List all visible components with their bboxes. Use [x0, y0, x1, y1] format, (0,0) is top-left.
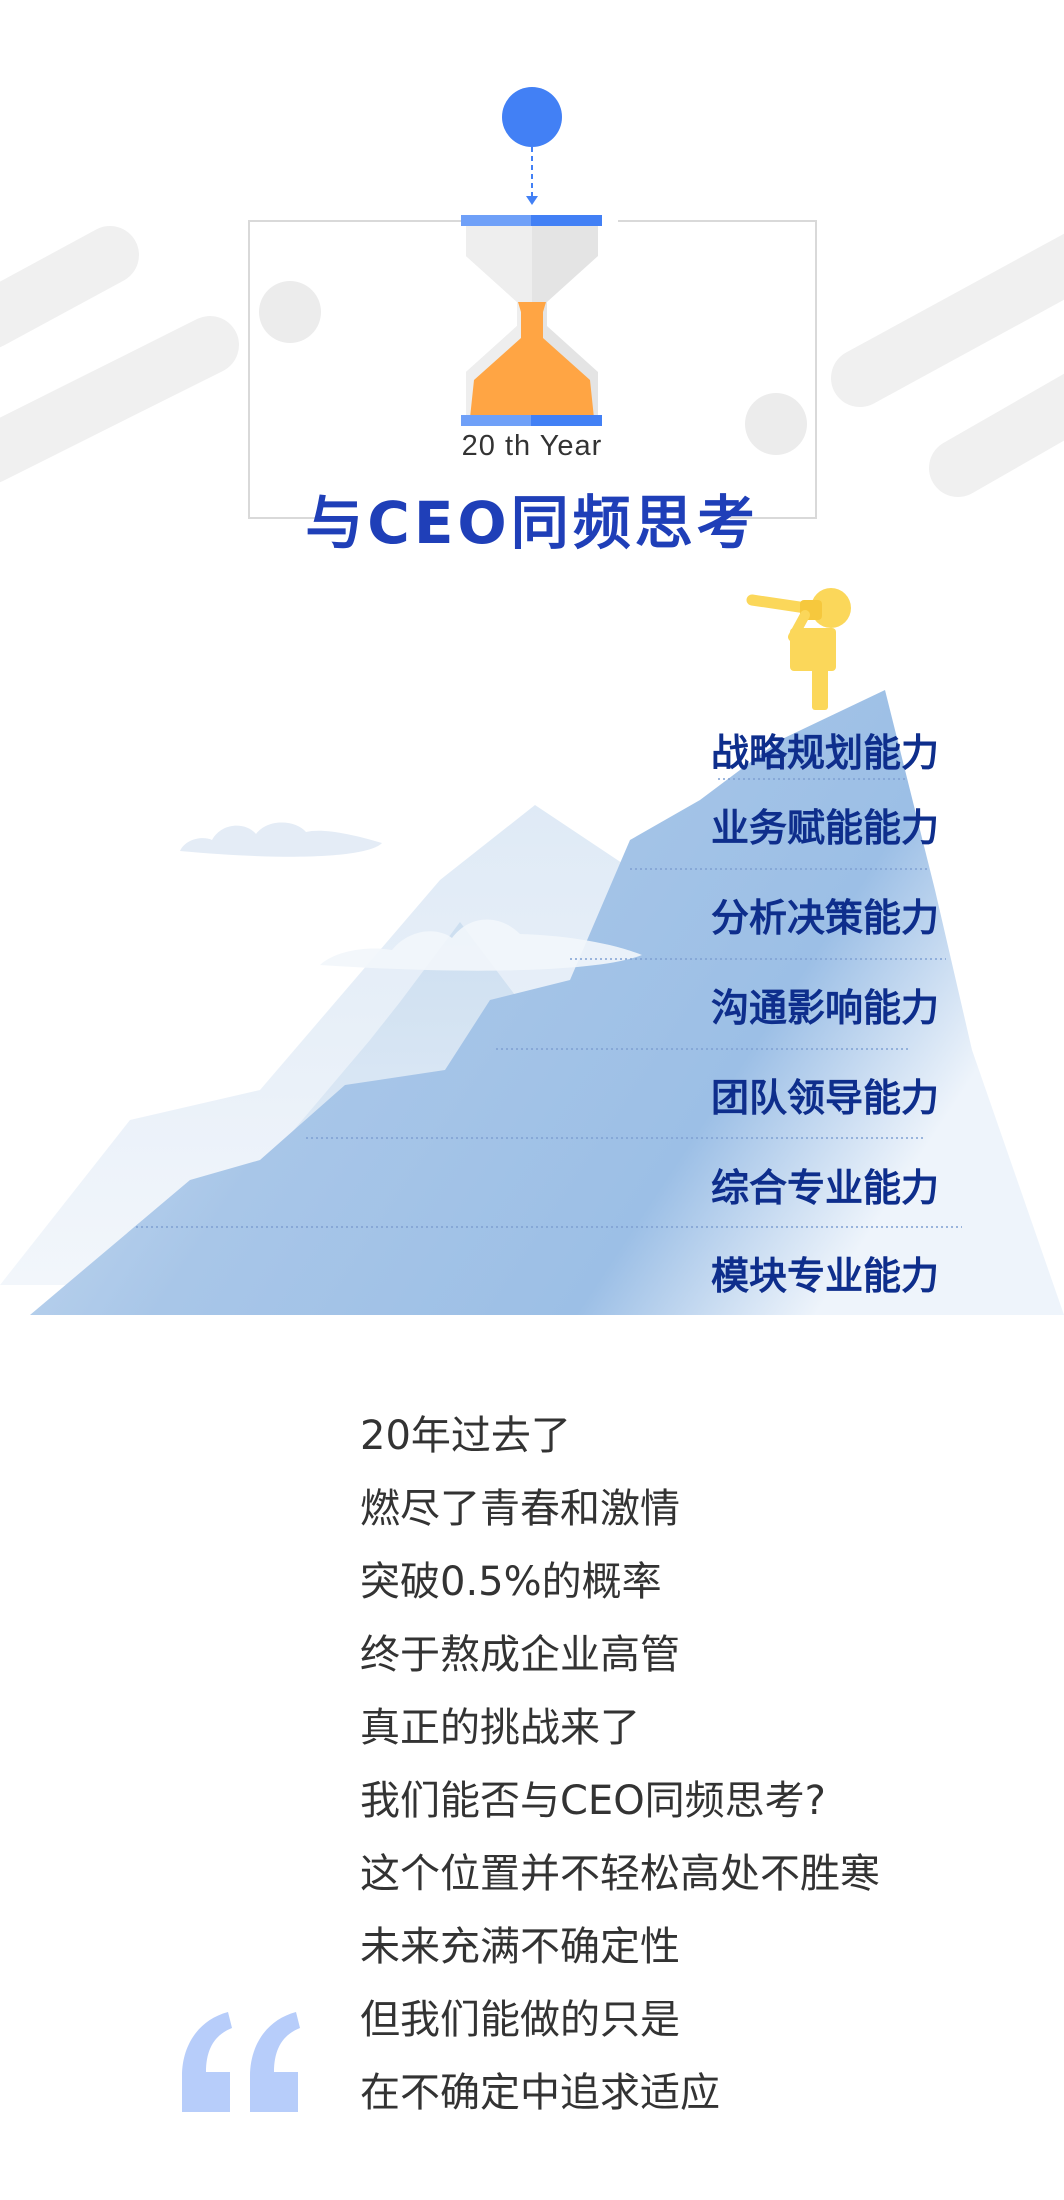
year-label: 20 th Year [461, 430, 603, 462]
poem-line: 但我们能做的只是 [360, 1997, 680, 2043]
poem-line: 突破0.5%的概率 [360, 1559, 662, 1605]
title-frame [248, 220, 817, 519]
cloud-left [180, 822, 382, 857]
skill-item: 模块专业能力 [710, 1254, 939, 1298]
telescope-figure-icon [746, 588, 851, 710]
poem-line: 未来充满不确定性 [360, 1924, 680, 1970]
poem-line: 真正的挑战来了 [360, 1705, 640, 1751]
poem-line: 终于熬成企业高管 [360, 1632, 680, 1678]
skill-item: 团队领导能力 [710, 1076, 939, 1120]
skill-item: 综合专业能力 [710, 1166, 939, 1210]
skill-item: 沟通影响能力 [710, 986, 939, 1030]
poem-line: 燃尽了青春和激情 [360, 1486, 680, 1532]
poem-line: 在不确定中追求适应 [360, 2070, 720, 2116]
skill-item: 业务赋能能力 [710, 806, 939, 850]
decorative-stripes [0, 226, 1064, 497]
quote-mark-icon [182, 2012, 300, 2112]
poem-line: 我们能否与CEO同频思考? [360, 1778, 826, 1824]
skill-dividers [136, 778, 962, 1228]
poem-line: 这个位置并不轻松高处不胜寒 [360, 1851, 880, 1897]
skill-item: 分析决策能力 [710, 896, 939, 940]
poem-block: 20年过去了 燃尽了青春和激情 突破0.5%的概率 终于熬成企业高管 真正的挑战… [360, 1400, 880, 2130]
hourglass-icon [461, 87, 602, 426]
skill-item: 战略规划能力 [710, 731, 939, 775]
mountain-range [0, 690, 1064, 1315]
poem-line: 20年过去了 [360, 1413, 571, 1459]
page-title: 与CEO同频思考 [305, 489, 759, 557]
